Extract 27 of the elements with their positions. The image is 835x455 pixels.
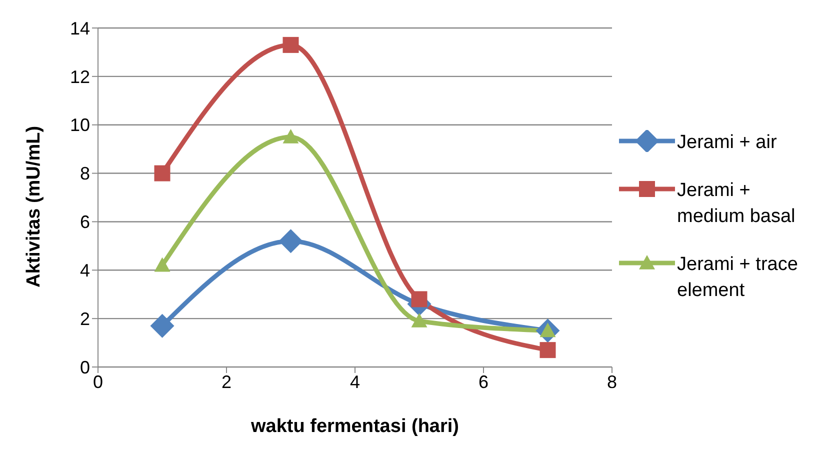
x-tick-label: 8 bbox=[606, 372, 618, 392]
y-tick-label: 4 bbox=[80, 260, 90, 281]
point bbox=[411, 312, 428, 328]
point bbox=[411, 291, 428, 308]
y-tick-label: 6 bbox=[80, 212, 90, 232]
point bbox=[154, 257, 170, 272]
point bbox=[278, 229, 303, 254]
point bbox=[150, 314, 174, 338]
x-tick-label: 6 bbox=[478, 372, 489, 392]
y-axis-title: Aktivitas (mU/mL) bbox=[24, 126, 45, 288]
x-tick-label: 2 bbox=[221, 372, 232, 392]
legend-label: Jerami + trace element bbox=[677, 252, 799, 302]
y-tick-label: 8 bbox=[80, 164, 90, 184]
point bbox=[154, 165, 170, 182]
y-tick-label: 0 bbox=[80, 357, 90, 378]
point bbox=[282, 36, 299, 53]
point bbox=[282, 128, 299, 144]
y-tick-label: 14 bbox=[70, 18, 90, 38]
x-tick-label: 4 bbox=[350, 372, 360, 392]
legend-label: Jerami + air bbox=[677, 130, 777, 154]
y-tick-label: 2 bbox=[80, 308, 90, 329]
y-tick-label: 10 bbox=[70, 115, 90, 136]
x-tick-label: 0 bbox=[92, 372, 104, 392]
point bbox=[540, 342, 556, 358]
x-axis-title: waktu fermentasi (hari) bbox=[250, 416, 459, 437]
y-tick-label: 12 bbox=[70, 66, 90, 87]
legend-label: Jerami + medium basal bbox=[677, 178, 796, 228]
